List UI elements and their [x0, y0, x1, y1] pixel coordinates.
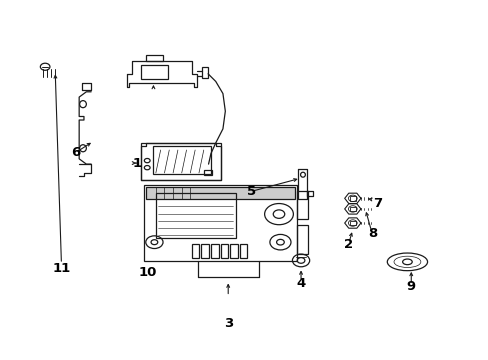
Bar: [141, 66, 167, 79]
Bar: [146, 55, 163, 61]
Bar: [201, 244, 208, 258]
Text: 8: 8: [367, 227, 377, 240]
Bar: [349, 221, 355, 225]
Text: 2: 2: [344, 238, 353, 251]
Text: 1: 1: [132, 157, 141, 170]
Bar: [156, 193, 235, 238]
Bar: [143, 185, 297, 261]
Bar: [210, 244, 218, 258]
Bar: [349, 207, 355, 211]
Text: 7: 7: [372, 198, 382, 211]
Text: 11: 11: [52, 262, 70, 275]
Bar: [230, 244, 237, 258]
Text: 6: 6: [71, 146, 80, 159]
Bar: [146, 187, 294, 199]
Text: 9: 9: [406, 280, 415, 293]
Bar: [191, 244, 199, 258]
Bar: [349, 196, 355, 201]
Bar: [297, 225, 307, 253]
Text: 10: 10: [138, 266, 157, 279]
Bar: [202, 67, 208, 78]
Text: 4: 4: [296, 276, 305, 289]
Bar: [153, 147, 210, 174]
Text: 5: 5: [246, 185, 256, 198]
Bar: [220, 244, 228, 258]
Bar: [203, 171, 212, 175]
Text: 3: 3: [224, 318, 233, 330]
Bar: [141, 143, 220, 180]
Bar: [297, 191, 307, 220]
Bar: [239, 244, 247, 258]
